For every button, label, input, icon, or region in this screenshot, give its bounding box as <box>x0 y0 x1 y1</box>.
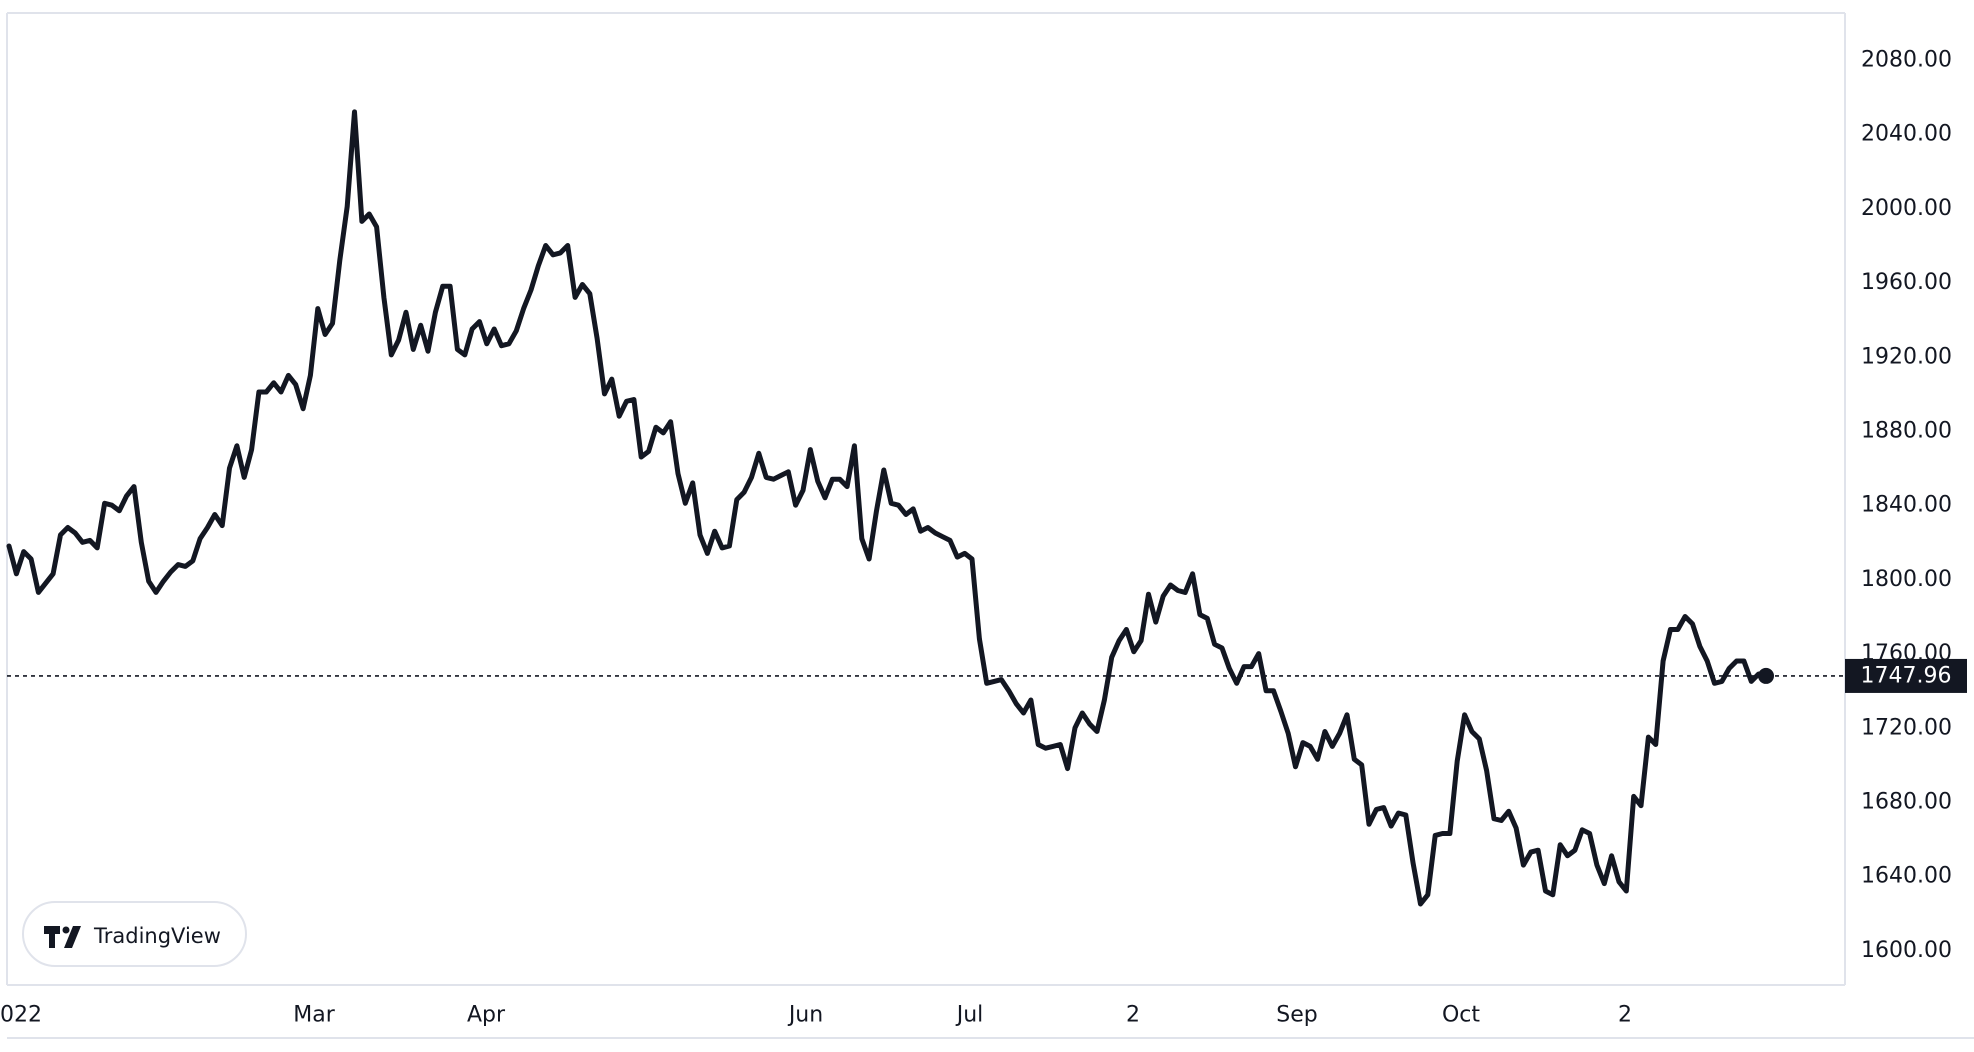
last-price-tag: 1747.96 <box>1845 658 1967 693</box>
time-axis-tick-label: 2 <box>1618 1003 1632 1028</box>
time-axis-tick-label: Jul <box>955 1003 984 1028</box>
price-axis-tick-label: 2080.00 <box>1861 48 1952 73</box>
time-axis[interactable]: 022 Mar Apr Jun Jul 2 Sep Oct 2 <box>0 1003 1632 1028</box>
price-axis-tick-label: 1840.00 <box>1861 493 1952 518</box>
watermark-pill[interactable] <box>22 901 247 967</box>
last-price-tag-label: 1747.96 <box>1861 663 1952 688</box>
watermark-brand: TradingView <box>93 924 221 948</box>
price-axis-tick-label: 1920.00 <box>1861 344 1952 369</box>
price-axis-tick-label: 2000.00 <box>1861 196 1952 221</box>
time-axis-tick-label: Mar <box>293 1003 335 1028</box>
price-axis-tick-label: 1880.00 <box>1861 419 1952 444</box>
tradingview-logo-icon <box>44 926 81 948</box>
time-axis-tick-label: Oct <box>1442 1003 1480 1028</box>
time-axis-tick-label: Sep <box>1276 1003 1317 1028</box>
price-axis[interactable]: 2080.00 2040.00 2000.00 1960.00 1920.00 1880.… <box>1861 48 1952 963</box>
price-axis-tick-label: 1640.00 <box>1861 864 1952 889</box>
time-axis-tick-label: Jun <box>787 1003 823 1028</box>
price-axis-tick-label: 1800.00 <box>1861 567 1952 592</box>
last-price-point <box>1758 667 1774 684</box>
time-axis-tick-label: Apr <box>467 1003 506 1028</box>
time-axis-tick-label: 2 <box>1126 1003 1140 1028</box>
price-axis-tick-label: 1720.00 <box>1861 715 1952 740</box>
price-axis-tick-label: 1600.00 <box>1861 938 1952 963</box>
tradingview-watermark[interactable]: TradingView <box>22 901 247 967</box>
price-axis-tick-label: 1680.00 <box>1861 790 1952 815</box>
last-price-tag-bg <box>1845 658 1967 693</box>
price-axis-tick-label: 1960.00 <box>1861 270 1952 295</box>
price-axis-tick-label: 2040.00 <box>1861 122 1952 147</box>
time-axis-tick-label: 022 <box>0 1003 42 1028</box>
price-series-line <box>6 109 1769 907</box>
